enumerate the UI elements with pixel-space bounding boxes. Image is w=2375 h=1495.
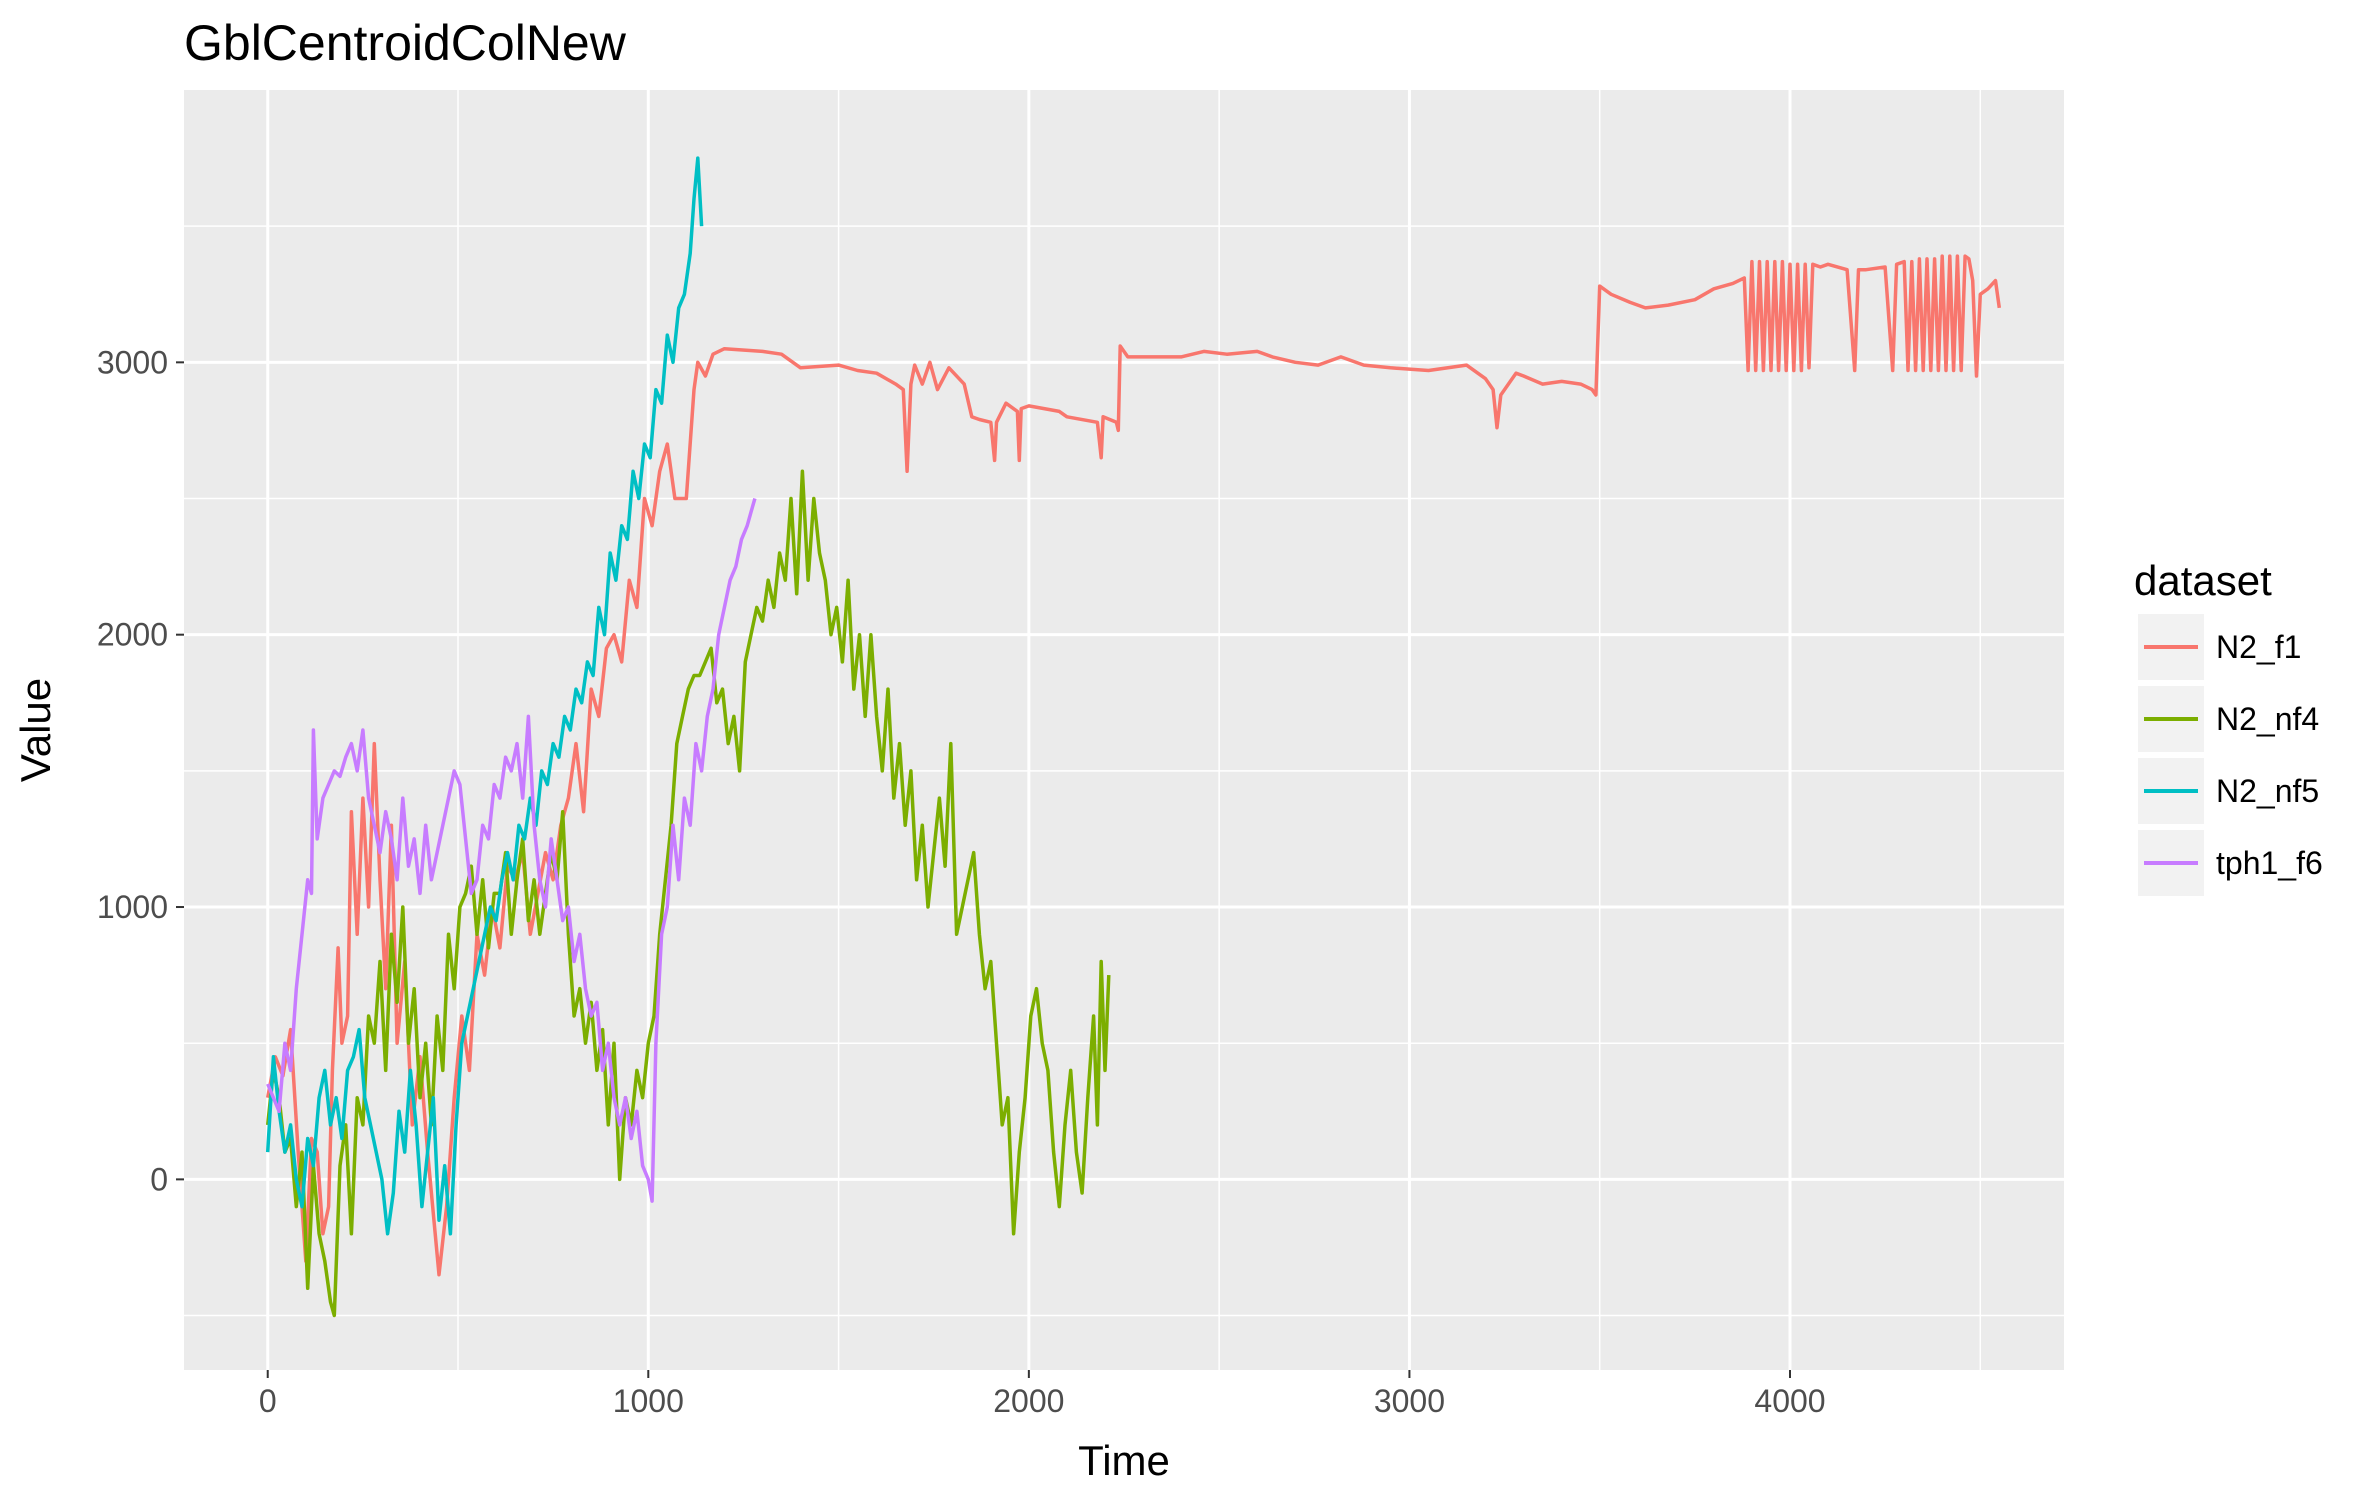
x-tick-label: 0 — [259, 1383, 277, 1419]
series-line-tph1-f6 — [266, 498, 757, 1203]
x-axis: 0 1000 2000 3000 4000 — [259, 1370, 1826, 1419]
x-tick-label: 4000 — [1754, 1383, 1825, 1419]
y-axis: 0 1000 2000 3000 — [97, 344, 184, 1197]
legend: dataset N2_f1 N2_nf4 N2_nf5 tph1_f6 — [2134, 557, 2323, 896]
series-line-n2-nf5 — [265, 156, 704, 1236]
legend-label: N2_nf4 — [2216, 701, 2319, 737]
x-tick-label: 1000 — [613, 1383, 684, 1419]
y-tick-label: 2000 — [97, 617, 168, 653]
legend-label: tph1_f6 — [2216, 845, 2323, 881]
x-tick-label: 2000 — [993, 1383, 1064, 1419]
y-tick-label: 1000 — [97, 889, 168, 925]
chart-title: GblCentroidColNew — [184, 15, 627, 71]
series-line-n2-f1 — [265, 254, 2002, 1277]
y-tick-label: 3000 — [97, 344, 168, 380]
legend-item-tph1-f6: tph1_f6 — [2138, 830, 2323, 896]
series-line-n2-nf4 — [265, 469, 1111, 1318]
x-tick-label: 3000 — [1374, 1383, 1445, 1419]
x-axis-title: Time — [1078, 1437, 1170, 1484]
legend-item-n2-nf4: N2_nf4 — [2138, 686, 2319, 752]
legend-label: N2_nf5 — [2216, 773, 2319, 809]
legend-title: dataset — [2134, 557, 2272, 604]
y-axis-title: Value — [12, 678, 59, 782]
legend-item-n2-f1: N2_f1 — [2138, 614, 2301, 680]
legend-label: N2_f1 — [2216, 629, 2301, 665]
legend-items: N2_f1 N2_nf4 N2_nf5 tph1_f6 — [2138, 614, 2323, 896]
data-series-lines — [265, 156, 2002, 1318]
legend-item-n2-nf5: N2_nf5 — [2138, 758, 2319, 824]
y-tick-label: 0 — [150, 1161, 168, 1197]
gridlines — [184, 90, 2064, 1370]
